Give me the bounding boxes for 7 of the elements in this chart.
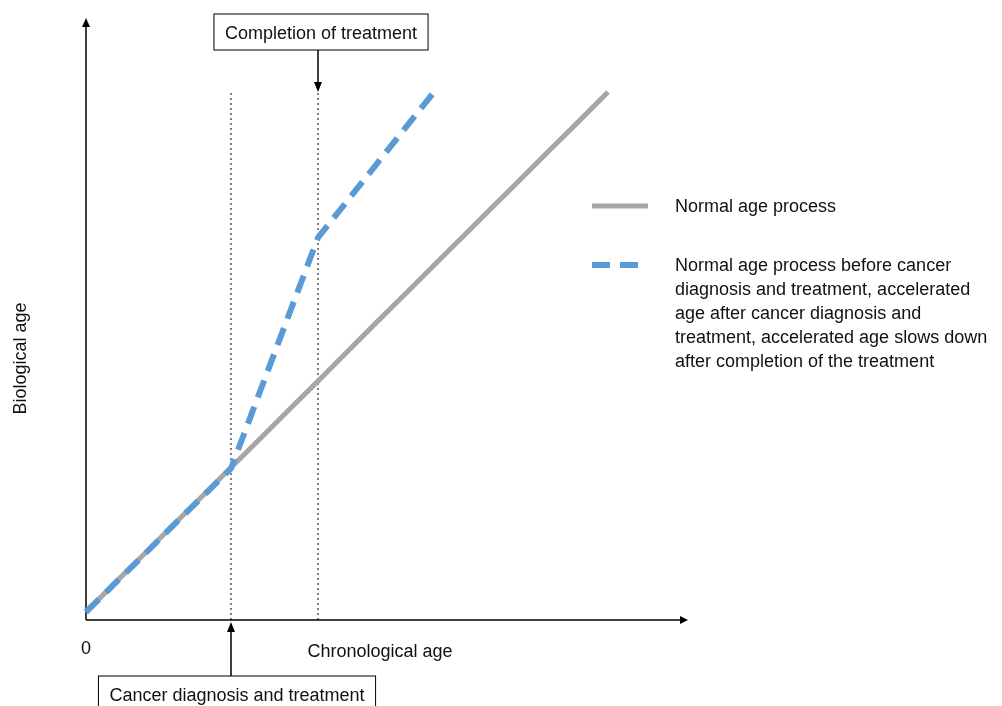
legend-label: Normal age process xyxy=(675,196,837,216)
y-axis-title: Biological age xyxy=(10,302,30,415)
text: Cancer diagnosis and treatment xyxy=(109,685,365,705)
legend-label: Normal age process before cancer diagnosis and treatment, accelerated age after cancer diagnosis and treatment, accelerated age slows down after completion of the treatment xyxy=(675,255,988,371)
x-axis-title: Chronological age xyxy=(307,641,453,661)
text: Completion of treatment xyxy=(224,23,418,43)
text: 0 xyxy=(80,638,92,658)
